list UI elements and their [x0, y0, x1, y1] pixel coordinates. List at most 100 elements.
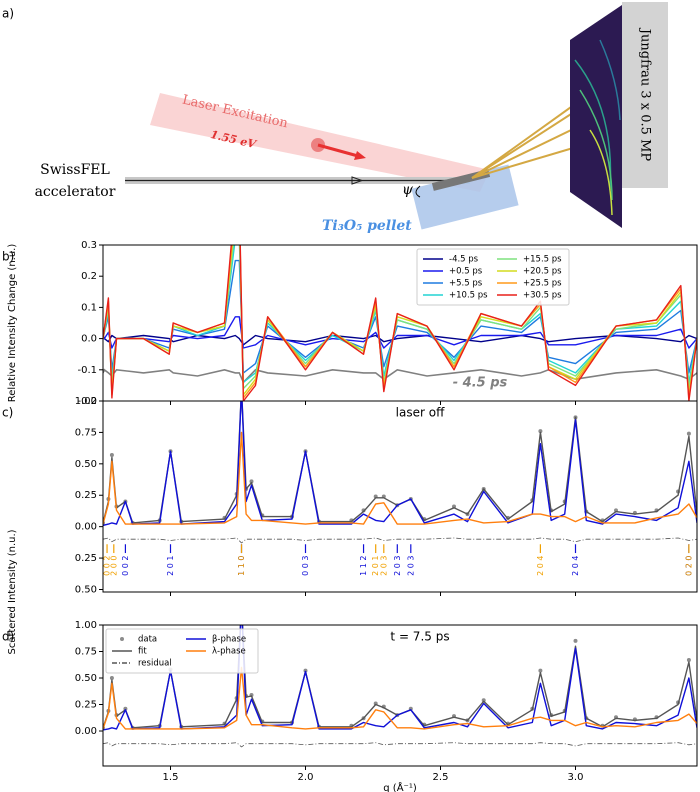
reflection-label: 1 1 2 [359, 556, 368, 576]
laser-arrowhead [354, 151, 366, 160]
source-label: accelerator [35, 184, 116, 200]
detector-label: Jungfrau 3 x 0.5 MP [638, 27, 653, 162]
legend-label: residual [138, 659, 172, 669]
data-point [249, 479, 254, 484]
legend-label: fit [138, 647, 147, 657]
y-tick-label: 1.00 [75, 396, 97, 407]
y-tick-label: 0.1 [81, 302, 97, 313]
series-line [103, 245, 697, 401]
offset-trace [103, 368, 697, 384]
axes-frame [102, 244, 698, 402]
reflection-label: 2 0 0 [109, 556, 118, 576]
legend-label: λ-phase [212, 647, 246, 657]
reflection-label: 1 1 0 [237, 556, 246, 576]
series-line [103, 245, 697, 383]
y-tick-label: 0.75 [75, 427, 97, 438]
series-line [103, 245, 697, 396]
annotation: laser off [396, 406, 445, 420]
panel-label: c) [2, 406, 13, 420]
y-tick-label: 0.50 [75, 459, 97, 470]
reflection-label: 0 0 2 [103, 556, 112, 576]
axes-frame [102, 400, 698, 593]
y-axis-label: Relative Intensity Change (n.u.) [7, 244, 18, 403]
data-point [538, 668, 543, 673]
plot-area [103, 401, 697, 544]
reflection-label: 1 1 0 [237, 556, 246, 576]
y-tick-label: -0.1 [77, 365, 97, 376]
plot-area [103, 245, 697, 401]
legend-label: +30.5 ps [523, 291, 562, 301]
y-axis-label: Scattered Intensity (n.u.) [7, 529, 18, 654]
legend-box [105, 628, 259, 674]
detector-housing [622, 2, 668, 188]
pellet [411, 164, 519, 230]
reflection-label: 0 0 3 [301, 556, 310, 576]
reflection-label: 2 0 1 [166, 556, 175, 576]
y-tick-label: 0.3 [81, 240, 97, 251]
panel-label: d) [2, 630, 14, 644]
series-line [103, 742, 697, 748]
laser-arrow [317, 143, 359, 158]
y-tick-label: 0.0 [81, 334, 97, 345]
y-tick-label: 0.50 [75, 584, 97, 595]
x-tick-label: 3.0 [568, 772, 584, 783]
series-line [103, 245, 697, 390]
series-line [103, 316, 697, 349]
source-label: SwissFEL [40, 162, 110, 178]
x-tick-label: 1.5 [163, 772, 179, 783]
legend-label: +10.5 ps [449, 291, 488, 301]
legend-marker [120, 637, 124, 641]
series-line [103, 666, 697, 730]
y-tick-label: 0.25 [75, 700, 97, 711]
beam-arrow [351, 176, 364, 185]
reflection-label: 2 0 3 [393, 556, 402, 576]
legend-label: +5.5 ps [449, 279, 483, 289]
detector [570, 5, 622, 228]
y-tick-label: 0.50 [75, 673, 97, 684]
legend-label: data [138, 635, 157, 645]
x-tick-label: 2.5 [433, 772, 449, 783]
panel: b) -0.2 -0.1 0.0 0.1 0.2 0.3 - 4.5 ps Relative I… [2, 240, 698, 407]
legend-label: -4.5 ps [449, 255, 479, 265]
legend-box [416, 248, 570, 306]
x-tick-label: 2.0 [298, 772, 314, 783]
y-tick-label: 1.00 [75, 620, 97, 631]
reflection-label: 0 0 2 [121, 556, 130, 576]
series-line [103, 537, 697, 544]
angle-arc [415, 185, 421, 198]
y-tick-label: 0.25 [75, 490, 97, 501]
panel-label: a) [2, 7, 14, 21]
series-line [103, 625, 697, 731]
sample-label: Ti₃O₅ pellet [322, 218, 412, 234]
legend-label: +15.5 ps [523, 255, 562, 265]
reflection-label: 2 0 3 [379, 556, 388, 576]
y-tick-label: 0.25 [75, 553, 97, 564]
y-tick-label: 0.00 [75, 726, 97, 737]
series-line [103, 245, 697, 399]
diffraction-rings [574, 39, 621, 216]
y-tick-label: 0.00 [75, 522, 97, 533]
axes-frame [102, 624, 698, 767]
y-tick-label: 0.75 [75, 647, 97, 658]
legend-label: +0.5 ps [449, 267, 483, 277]
data-point [240, 602, 244, 606]
x-axis-label: q (Å⁻¹) [383, 781, 417, 792]
data-point [573, 638, 578, 643]
legend-label: β-phase [212, 635, 246, 645]
y-tick-label: -0.2 [77, 396, 97, 407]
reflection-label: 0 2 0 [684, 556, 693, 576]
y-tick-label: 0.2 [81, 271, 97, 282]
annotation: - 4.5 ps [453, 376, 508, 391]
reflection-label: 0 2 0 [684, 556, 693, 576]
reflection-label: 2 0 3 [406, 556, 415, 576]
annotation: t = 7.5 ps [390, 630, 449, 644]
plot-area [103, 602, 697, 748]
data-point [686, 431, 691, 436]
data-point [109, 453, 114, 458]
legend-label: +25.5 ps [523, 279, 562, 289]
series-line [103, 431, 697, 525]
data-point [481, 698, 486, 703]
data-point [686, 657, 691, 662]
reflection-label: 2 0 1 [371, 556, 380, 576]
